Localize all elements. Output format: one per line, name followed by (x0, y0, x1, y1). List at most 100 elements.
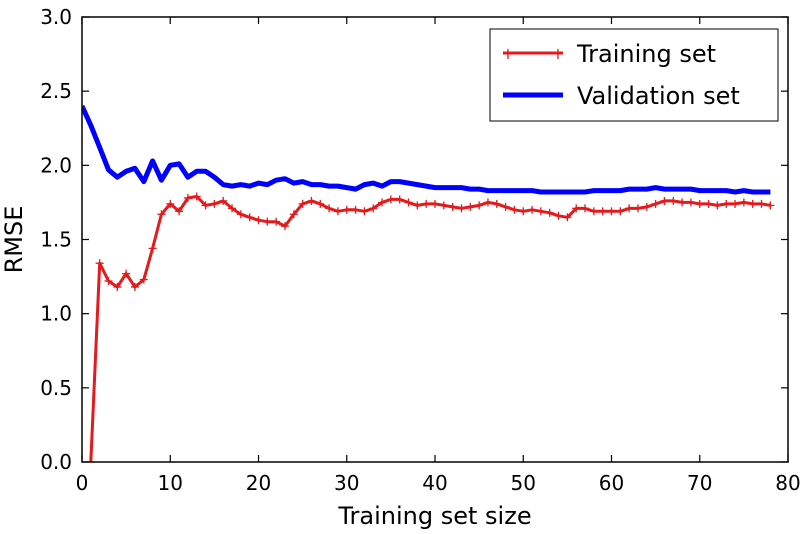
training-set-marker (739, 198, 748, 207)
x-tick-label: 60 (599, 471, 624, 495)
validation-set-line (82, 104, 771, 195)
training-set-marker (695, 199, 704, 208)
training-set-marker (642, 202, 651, 211)
legend-box (489, 28, 779, 122)
training-set-marker (166, 199, 175, 208)
training-set-marker (245, 213, 254, 222)
training-set-marker (130, 282, 139, 291)
training-set-marker (686, 198, 695, 207)
plot-frame (81, 16, 789, 463)
training-set-marker (607, 207, 616, 216)
training-set-marker (625, 204, 634, 213)
training-set-marker (633, 204, 642, 213)
training-set-marker (360, 207, 369, 216)
training-set-marker (492, 199, 501, 208)
x-tick-label: 10 (158, 471, 183, 495)
training-set-marker (554, 211, 563, 220)
legend-validation-label: Validation set (577, 82, 740, 110)
training-set-marker (519, 207, 528, 216)
y-axis-label: RMSE (0, 206, 28, 274)
training-set-marker (351, 205, 360, 214)
training-set-marker (263, 217, 272, 226)
training-set-marker (157, 210, 166, 219)
legend: + + Training set Validation set (489, 28, 779, 122)
training-set-marker (289, 210, 298, 219)
training-set-marker (731, 199, 740, 208)
training-set-marker (448, 202, 457, 211)
training-set-marker (298, 199, 307, 208)
training-set-marker (183, 193, 192, 202)
training-set-marker (766, 201, 775, 210)
training-set-marker (236, 210, 245, 219)
legend-training-marker: + (501, 44, 514, 63)
training-set-marker (333, 207, 342, 216)
training-set-marker (651, 199, 660, 208)
training-set-marker (192, 192, 201, 201)
training-set-marker (722, 199, 731, 208)
y-axis-ticks: 0.0 0.5 1.0 1.5 2.0 2.5 3.0 (40, 5, 788, 474)
training-set-marker (210, 199, 219, 208)
training-set-marker (669, 196, 678, 205)
x-tick-label: 50 (511, 471, 536, 495)
training-set-marker (104, 277, 113, 286)
training-set-marker (598, 207, 607, 216)
training-set-marker (431, 199, 439, 208)
x-tick-label: 30 (334, 471, 359, 495)
legend-training-label: Training set (576, 40, 716, 68)
training-set-marker (439, 201, 448, 210)
plot-lines (82, 104, 775, 462)
training-set-line (89, 195, 771, 462)
training-set-marker (510, 205, 519, 214)
training-set-marker (122, 269, 131, 278)
training-set-marker (616, 207, 625, 216)
training-set-marker (307, 196, 316, 205)
training-set-marker (95, 259, 104, 268)
training-set-marker (713, 201, 722, 210)
y-tick-label: 0.5 (40, 376, 72, 400)
training-set-marker (280, 222, 289, 231)
training-set-marker (589, 207, 598, 216)
training-set-marker (572, 204, 581, 213)
training-set-marker (325, 204, 334, 213)
x-tick-label: 20 (246, 471, 271, 495)
y-tick-label: 3.0 (40, 5, 72, 29)
training-set-marker (422, 199, 431, 208)
training-set-marker (228, 204, 237, 213)
training-set-marker (660, 196, 669, 205)
y-tick-label: 0.0 (40, 450, 72, 474)
training-set-marker (342, 205, 351, 214)
training-set-marker (483, 198, 492, 207)
training-set-marker (757, 199, 766, 208)
training-set-marker (457, 204, 466, 213)
training-set-marker (201, 201, 210, 210)
x-axis-label: Training set size (337, 502, 531, 530)
training-set-marker (563, 213, 572, 222)
y-tick-label: 1.5 (40, 228, 72, 252)
x-tick-label: 80 (775, 471, 800, 495)
training-set-marker (545, 208, 554, 217)
x-tick-label: 40 (422, 471, 447, 495)
training-set-marker (501, 202, 510, 211)
training-set-marker (386, 195, 395, 204)
training-set-marker (581, 204, 590, 213)
training-set-marker (139, 275, 148, 284)
training-set-marker (466, 202, 475, 211)
y-tick-label: 1.0 (40, 302, 72, 326)
training-set-marker (395, 195, 404, 204)
training-set-marker (369, 204, 378, 213)
x-tick-label: 70 (687, 471, 712, 495)
x-tick-label: 0 (76, 471, 89, 495)
training-set-marker (272, 217, 281, 226)
y-tick-label: 2.5 (40, 79, 72, 103)
training-set-marker (86, 458, 95, 462)
training-set-marker (113, 282, 122, 291)
training-set-marker (413, 201, 422, 210)
legend-training-marker: + (551, 44, 564, 63)
training-set-marker (475, 201, 484, 210)
y-tick-label: 2.0 (40, 153, 72, 177)
training-set-marker (219, 196, 228, 205)
training-set-marker (316, 199, 325, 208)
training-set-marker (254, 216, 263, 225)
training-set-marker (175, 207, 184, 216)
